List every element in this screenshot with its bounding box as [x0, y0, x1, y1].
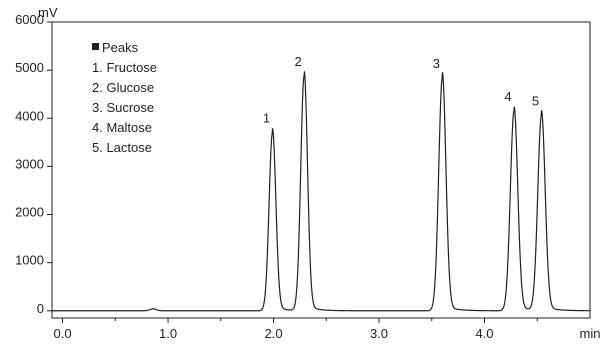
peak-label-4: 4: [504, 89, 511, 104]
x-tick-label: 1.0: [159, 326, 177, 341]
legend-entry: 2. Glucose: [92, 80, 154, 95]
plot-border: [51, 21, 591, 319]
plot-frame: [51, 21, 591, 319]
x-axis: 0.0 1.0 2.0 3.0 4.0: [54, 318, 538, 341]
peak-labels: 1 2 3 4 5: [263, 54, 539, 126]
legend-title: Peaks: [102, 40, 139, 55]
y-tick-label: 6000: [15, 12, 44, 27]
x-tick-label: 4.0: [475, 326, 493, 341]
y-tick-label: 1000: [15, 253, 44, 268]
y-tick-label: 0: [37, 301, 44, 316]
peak-label-3: 3: [433, 56, 440, 71]
y-axis: 0 1000 2000 3000 4000 5000 6000: [15, 12, 52, 316]
y-axis-unit-label: mV: [38, 5, 58, 20]
x-tick-label: 2.0: [264, 326, 282, 341]
y-tick-label: 3000: [15, 156, 44, 171]
legend-entry: 1. Fructose: [92, 60, 157, 75]
peak-label-1: 1: [263, 111, 270, 126]
legend: Peaks 1. Fructose 2. Glucose 3. Sucrose 4. …: [92, 40, 157, 155]
y-tick-label: 2000: [15, 205, 44, 220]
legend-entry: 3. Sucrose: [92, 100, 154, 115]
x-tick-label: 0.0: [54, 326, 72, 341]
y-tick-label: 4000: [15, 108, 44, 123]
y-tick-label: 5000: [15, 60, 44, 75]
legend-entry: 4. Maltose: [92, 120, 152, 135]
legend-entry: 5. Lactose: [92, 140, 152, 155]
peak-label-5: 5: [532, 93, 539, 108]
x-axis-unit-label: min: [580, 326, 601, 341]
legend-marker: [92, 43, 99, 50]
x-tick-label: 3.0: [370, 326, 388, 341]
peak-label-2: 2: [295, 54, 302, 69]
chromatogram-trace: [52, 71, 590, 312]
